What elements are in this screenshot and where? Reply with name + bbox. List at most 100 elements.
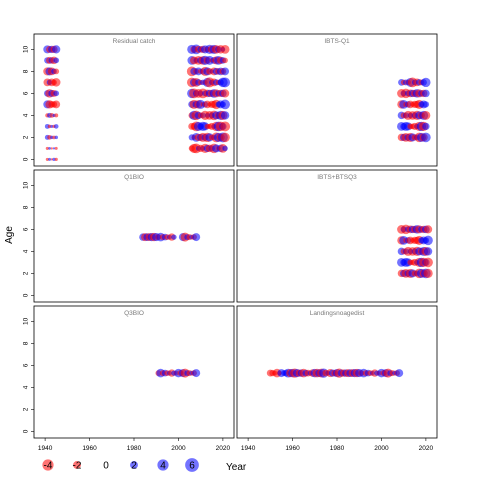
residual-bubble (51, 78, 61, 87)
x-tick-label: 2000 (374, 445, 389, 452)
y-tick-label: 6 (22, 227, 29, 231)
residual-bubble (54, 157, 58, 162)
legend-bubble (130, 461, 138, 469)
residual-bubble (52, 45, 61, 54)
panel: Landingsnoagedist 1940 1960 1980 2000 2020 (236, 305, 438, 452)
residual-bubble (423, 257, 433, 268)
y-tick-label: 0 (22, 157, 29, 161)
legend-label: 4 (160, 461, 166, 472)
residual-bubble (53, 57, 60, 64)
residual-bubble (192, 233, 201, 242)
x-tick-label: 2020 (216, 445, 231, 452)
panel: IBTS+BTSQ3 (236, 169, 438, 303)
bubble-group (266, 368, 404, 378)
residual-bubble (220, 121, 231, 132)
legend-label: -4 (44, 461, 53, 472)
legend-bubble (42, 459, 54, 471)
residual-bubble (45, 146, 49, 150)
y-tick-label: 4 (22, 249, 29, 253)
legend-label: -2 (73, 461, 82, 472)
residual-bubble (220, 99, 230, 110)
panel-title: IBTS+BTSQ3 (317, 174, 357, 181)
x-tick-label: 1960 (82, 445, 97, 452)
residual-bubble (423, 247, 433, 256)
y-tick-label: 10 (22, 317, 29, 325)
panel-title: Landingsnoagedist (310, 310, 365, 317)
residual-bubble (220, 77, 231, 88)
residual-bubble (48, 157, 52, 161)
y-tick-label: 8 (22, 205, 29, 209)
panels: Residual catch 0 2 4 6 8 10 IBTS-Q1 Q1BIO 0 2 4 6 8 10… (22, 33, 438, 452)
y-tick-label: 2 (22, 407, 29, 411)
legend-bubble (73, 461, 81, 469)
x-tick-label: 1980 (127, 445, 142, 452)
panel: Q1BIO 0 2 4 6 8 10 (22, 169, 235, 303)
y-tick-label: 6 (22, 363, 29, 367)
y-tick-label: 2 (22, 271, 29, 275)
panel: IBTS-Q1 (236, 33, 438, 167)
legend: -4 -2 0 2 4 6 (42, 458, 199, 472)
residual-bubble (52, 147, 56, 150)
y-tick-label: 6 (22, 91, 29, 95)
panel-frame (33, 305, 235, 439)
x-tick-label: 1980 (330, 445, 345, 452)
residual-bubble (45, 157, 49, 161)
panel-frame (236, 33, 438, 167)
y-tick-label: 4 (22, 385, 29, 389)
bubble-group (397, 77, 431, 143)
panel-frame (33, 33, 235, 167)
residual-bubble (221, 67, 230, 76)
y-tick-label: 0 (22, 293, 29, 297)
residual-bubble (47, 124, 52, 129)
x-tick-label: 2000 (171, 445, 186, 452)
panel: Q3BIO 0 2 4 6 8 10 1940 1960 1980 2000 2020 (22, 305, 235, 452)
y-tick-label: 8 (22, 69, 29, 73)
panel: Residual catch 0 2 4 6 8 10 (22, 33, 235, 167)
y-tick-label: 2 (22, 135, 29, 139)
residual-bubble (220, 89, 230, 98)
panel-title: Q1BIO (124, 174, 144, 181)
residual-bubble (53, 124, 59, 129)
residual-bubble (222, 145, 228, 152)
x-axis-label: Year (226, 462, 247, 473)
x-tick-label: 2020 (419, 445, 434, 452)
panel-title: Residual catch (113, 38, 156, 45)
x-tick-label: 1960 (285, 445, 300, 452)
residual-bubble (220, 45, 230, 54)
y-axis-label: Age (4, 226, 15, 244)
residual-bubble (171, 234, 177, 240)
y-tick-label: 10 (22, 45, 29, 53)
legend-bubble (157, 459, 169, 471)
residual-bubble (222, 57, 228, 64)
legend-label: 0 (103, 461, 109, 472)
residual-bubble (50, 158, 53, 161)
legend-label: 6 (189, 461, 195, 472)
bubble-group (155, 368, 201, 378)
residual-bubble (424, 225, 433, 234)
bubble-group (43, 44, 231, 162)
y-tick-label: 4 (22, 113, 29, 117)
residual-bubble (422, 89, 430, 98)
residual-bubble (423, 235, 433, 246)
residual-bubble (220, 132, 230, 143)
legend-label: 2 (131, 461, 137, 472)
residual-bubble (54, 113, 59, 118)
residual-bubble (54, 135, 59, 140)
residual-bubble (395, 369, 404, 378)
bubble-group (397, 224, 433, 279)
y-tick-label: 10 (22, 181, 29, 189)
legend-bubble (185, 458, 199, 472)
y-tick-label: 0 (22, 429, 29, 433)
residual-bubble (50, 147, 53, 150)
x-tick-label: 1940 (241, 445, 256, 452)
bubble-group (139, 232, 201, 242)
residual-bubble (421, 132, 431, 143)
panel-frame (33, 169, 235, 303)
residual-bubble (423, 268, 433, 279)
residual-bubble (192, 369, 201, 378)
residual-bubble (421, 110, 431, 120)
residual-bubble (220, 111, 230, 120)
residual-bubble (53, 90, 60, 97)
residual-bubble (53, 68, 60, 75)
